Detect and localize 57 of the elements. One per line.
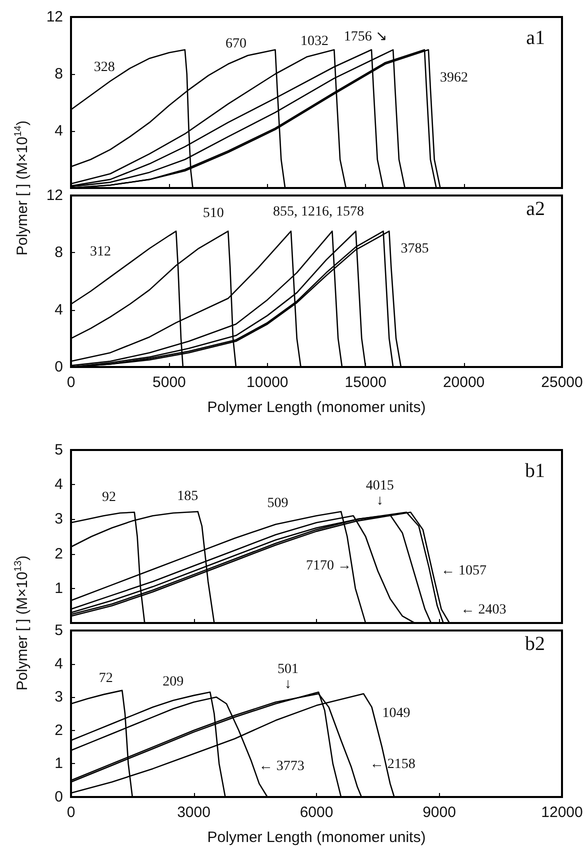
annotation: 185 [177,489,198,504]
y-tick-label: 2 [54,722,63,739]
text: b1 [525,460,545,482]
y-tick-label: 3 [54,688,63,706]
annotation: 1032 [300,34,329,49]
y-tick-label: 4 [54,122,63,140]
x-tick-label: 10000 [246,374,288,391]
x-axis-title: Polymer Length (monomer units) [207,829,426,846]
x-tick-label: 6000 [300,804,334,821]
x-tick-label: 5000 [152,374,186,391]
annotation: 72 [98,671,113,686]
y-tick-label: 8 [54,66,63,82]
x-tick-label: 15000 [344,374,386,391]
annotation: 209 [162,674,184,690]
annotation: ← 2158 [370,757,416,772]
y-tick-label: 2 [54,545,63,562]
x-tick-label: 0 [66,804,76,821]
annotation: 1756 ↘ [344,30,388,45]
annotation: 509 [267,496,288,512]
annotation: 92 [102,490,116,505]
annotation: ← 2403 [460,602,506,618]
chart-title: a2 [526,198,546,220]
y-tick-label: 12 [46,8,63,26]
chart-title: b2 [525,633,545,655]
annotation: 1049 [382,706,410,721]
x-axis-title: Polymer Length (monomer units) [207,399,426,416]
x-tick-label: 25000 [541,374,583,391]
annotation: 510 [202,206,224,221]
x-tick-label: 9000 [422,804,456,821]
y-tick-label: 3 [54,510,63,528]
y-tick-label: 5 [54,622,63,639]
annotation: 855, 1216, 1578 [272,204,364,220]
annotation: 3785 [400,242,429,257]
y-tick-label: 1 [54,580,63,597]
annotation: 312 [90,244,111,260]
annotation: 501 ↓ [278,662,299,692]
y-tick-label: 12 [46,187,63,204]
y-tick-label: 4 [54,476,63,494]
annotation: 7170 → [306,558,352,574]
y-tick-label: 0 [54,788,63,806]
x-tick-label: 3000 [177,804,210,821]
y-tick-label: 0 [54,358,63,376]
annotation: ← 3773 [258,759,304,774]
annotation: 4015 ↓ [366,478,394,508]
annotation: 670 [225,36,246,52]
y-tick-label: 4 [54,655,63,672]
y-tick-label: 4 [54,301,63,318]
annotation: 3962 [440,70,468,86]
text: a1 [526,27,546,49]
annotation: 328 [94,60,115,76]
y-tick-label: 8 [54,244,63,262]
y-tick-label: 1 [54,755,63,772]
x-tick-label: 20000 [442,374,485,391]
y-tick-label: 5 [54,442,63,458]
x-tick-label: 12000 [541,804,583,821]
x-tick-label: 0 [66,374,76,391]
annotation: ← 1057 [441,564,487,579]
